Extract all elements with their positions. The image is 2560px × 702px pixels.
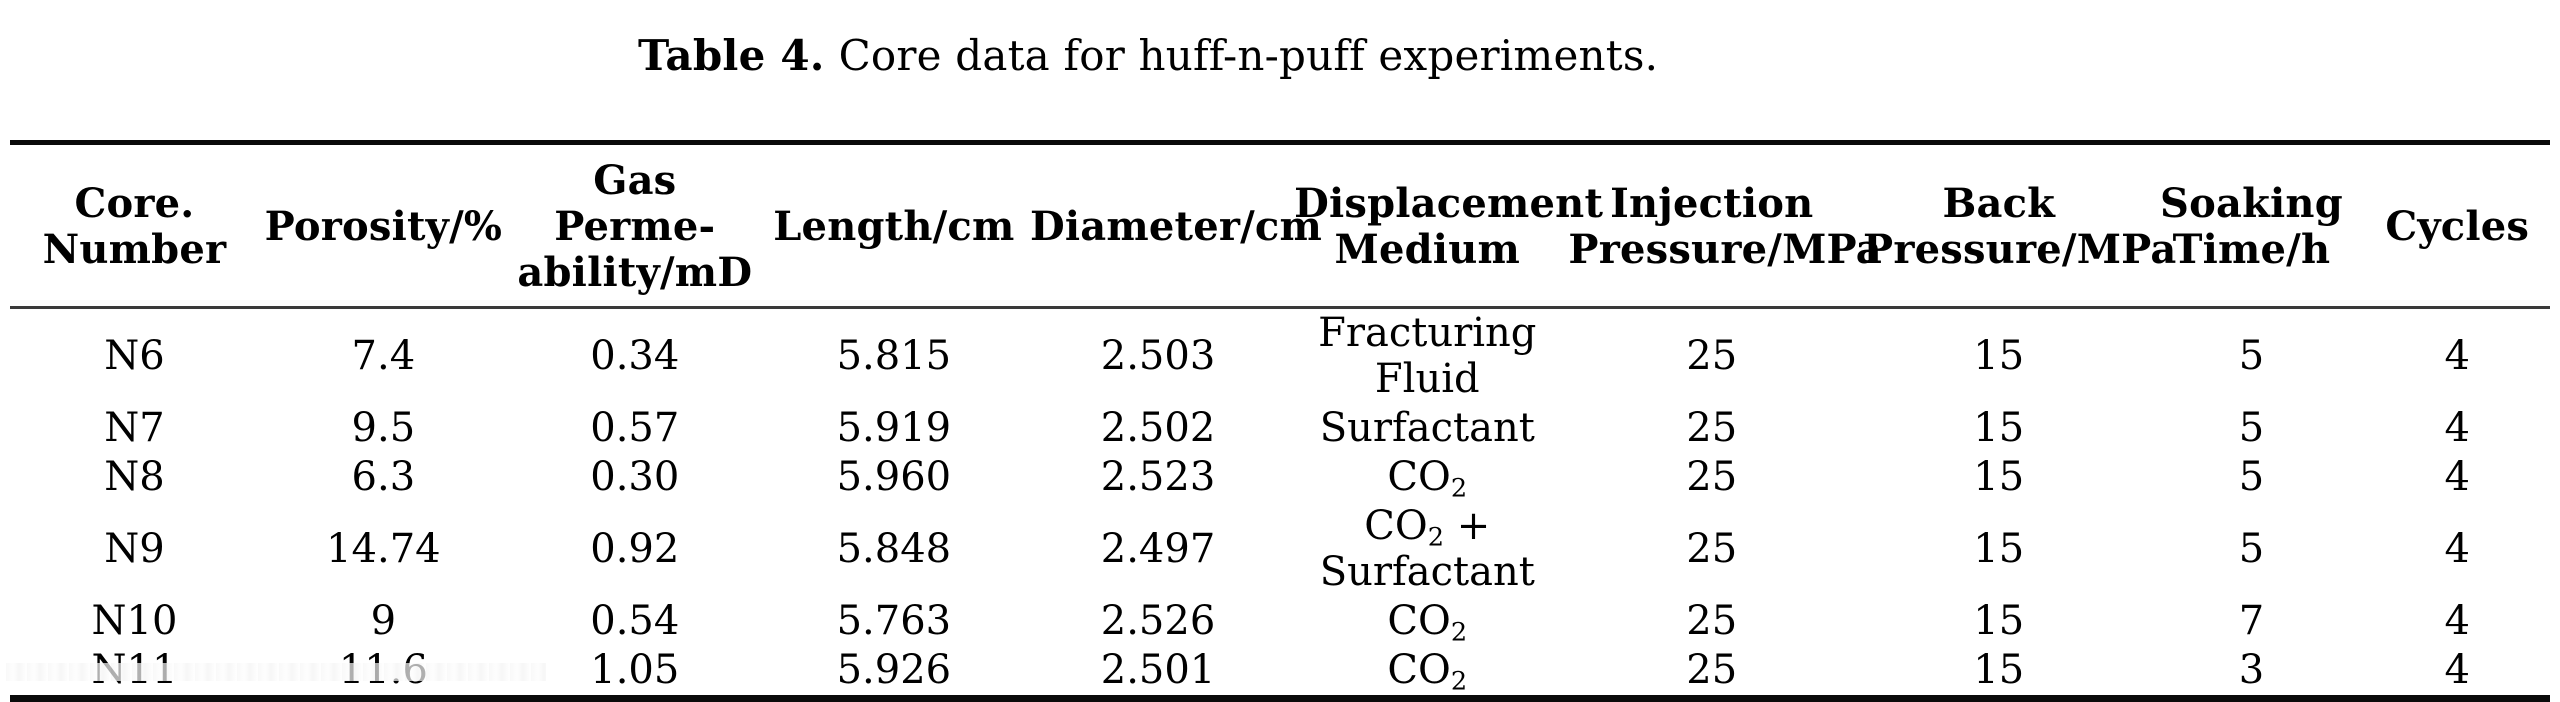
table-cell: 4 xyxy=(2444,454,2470,500)
table-cell: 15 xyxy=(1973,454,2025,500)
table-caption: Table 4. Core data for huff-n-puff experi… xyxy=(638,30,1658,82)
table-cell: 9 xyxy=(370,598,397,644)
table-cell: 2.497 xyxy=(1100,526,1216,572)
column-header: Injection Pressure/MPa xyxy=(1568,180,1882,273)
column-header: Back Pressure/MPa xyxy=(1863,180,2177,273)
table-cell: 15 xyxy=(1973,598,2025,644)
column-header: Cycles xyxy=(2385,203,2530,250)
table-cell: 5 xyxy=(2238,454,2265,500)
table-cell: 5 xyxy=(2238,405,2265,451)
table-header: Core. Number Porosity/% Gas Perme-ability/m… xyxy=(10,143,2550,308)
table-cell: N7 xyxy=(104,405,165,451)
table-cell: 4 xyxy=(2444,526,2470,572)
table-cell: 0.54 xyxy=(590,598,680,644)
table-cell: 0.30 xyxy=(590,454,680,500)
table-cell: 5 xyxy=(2238,333,2265,379)
table-cell: CO2 xyxy=(1387,647,1468,697)
table-cell: 4 xyxy=(2444,405,2470,451)
table-cell: 7 xyxy=(2238,598,2265,644)
table-row: N6 7.4 0.34 5.815 2.503 Fracturing Fluid 25 15 5 4 xyxy=(10,308,2550,405)
table-cell: 25 xyxy=(1686,454,1738,500)
table-body: N6 7.4 0.34 5.815 2.503 Fracturing Fluid 25 15 5 4… xyxy=(10,308,2550,699)
table-cell: 15 xyxy=(1973,333,2025,379)
column-header: Core. Number xyxy=(42,180,227,273)
table-row: N8 6.3 0.30 5.960 2.523 CO2 25 15 5 4 xyxy=(10,453,2550,502)
table-cell: 2.526 xyxy=(1100,598,1216,644)
table-cell: 2.501 xyxy=(1100,647,1216,693)
table-cell: 25 xyxy=(1686,647,1738,693)
table-cell: 4 xyxy=(2444,333,2470,379)
table-row: N10 9 0.54 5.763 2.526 CO2 25 15 7 4 xyxy=(10,597,2550,646)
table-cell: 14.74 xyxy=(326,526,441,572)
page-artifact xyxy=(6,663,546,681)
table-cell: 15 xyxy=(1973,526,2025,572)
column-header: Length/cm xyxy=(773,203,1015,250)
table-cell: 4 xyxy=(2444,598,2470,644)
table-row: N9 14.74 0.92 5.848 2.497 CO2 + Surfactant 25 15… xyxy=(10,502,2550,597)
table-cell: 25 xyxy=(1686,405,1738,451)
caption-text: Core data for huff-n-puff experiments. xyxy=(838,31,1659,80)
table-cell: 2.523 xyxy=(1100,454,1216,500)
table-row: N7 9.5 0.57 5.919 2.502 Surfactant 25 15 5 4 xyxy=(10,404,2550,453)
table-cell: 15 xyxy=(1973,647,2025,693)
table-cell: 7.4 xyxy=(351,333,416,379)
column-header: Displacement Medium xyxy=(1294,180,1604,273)
table-cell: N6 xyxy=(104,333,165,379)
table-cell: 5.926 xyxy=(836,647,952,693)
column-header: Diameter/cm xyxy=(1029,203,1323,250)
table-cell: 2.503 xyxy=(1100,333,1216,379)
header-row: Core. Number Porosity/% Gas Perme-ability/m… xyxy=(10,143,2550,308)
table-cell: 0.34 xyxy=(590,333,680,379)
table-cell: 25 xyxy=(1686,526,1738,572)
table-cell: 5 xyxy=(2238,526,2265,572)
table-cell: 25 xyxy=(1686,333,1738,379)
core-data-table: Core. Number Porosity/% Gas Perme-ability/m… xyxy=(10,140,2550,702)
table-cell: 5.960 xyxy=(836,454,952,500)
table-cell: 4 xyxy=(2444,647,2470,693)
table-cell: Fracturing Fluid xyxy=(1318,310,1537,402)
table-cell: 0.92 xyxy=(590,526,680,572)
table-cell: 6.3 xyxy=(351,454,416,500)
table-cell: CO2 xyxy=(1387,454,1468,504)
table-cell: 5.848 xyxy=(836,526,952,572)
table-cell: 15 xyxy=(1973,405,2025,451)
table-cell: 3 xyxy=(2238,647,2265,693)
table-cell: N8 xyxy=(104,454,165,500)
table-cell: 9.5 xyxy=(351,405,416,451)
column-header: Soaking Time/h xyxy=(2160,180,2343,273)
table-cell: 5.815 xyxy=(836,333,952,379)
column-header: Porosity/% xyxy=(264,203,503,250)
table-cell: 0.57 xyxy=(590,405,680,451)
page: { "caption": { "label": "Table 4.", "tex… xyxy=(6,30,2550,702)
table-cell: 25 xyxy=(1686,598,1738,644)
table-cell: 2.502 xyxy=(1100,405,1216,451)
table-cell: Surfactant xyxy=(1319,405,1535,451)
table-cell: 5.919 xyxy=(836,405,952,451)
column-header: Gas Perme-ability/mD xyxy=(517,157,753,296)
table-cell: 5.763 xyxy=(836,598,952,644)
table-cell: N9 xyxy=(104,526,165,572)
table-cell: CO2 + Surfactant xyxy=(1319,503,1535,595)
table-cell: CO2 xyxy=(1387,598,1468,648)
table-cell: N10 xyxy=(91,598,178,644)
caption-label: Table 4. xyxy=(638,31,825,80)
